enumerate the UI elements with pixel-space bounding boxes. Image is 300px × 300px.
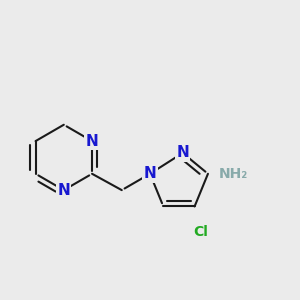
Text: N: N xyxy=(176,146,189,160)
Text: N: N xyxy=(144,166,156,181)
Text: NH₂: NH₂ xyxy=(219,167,248,181)
Text: N: N xyxy=(86,134,98,148)
Text: Cl: Cl xyxy=(193,225,208,239)
Text: N: N xyxy=(57,183,70,198)
